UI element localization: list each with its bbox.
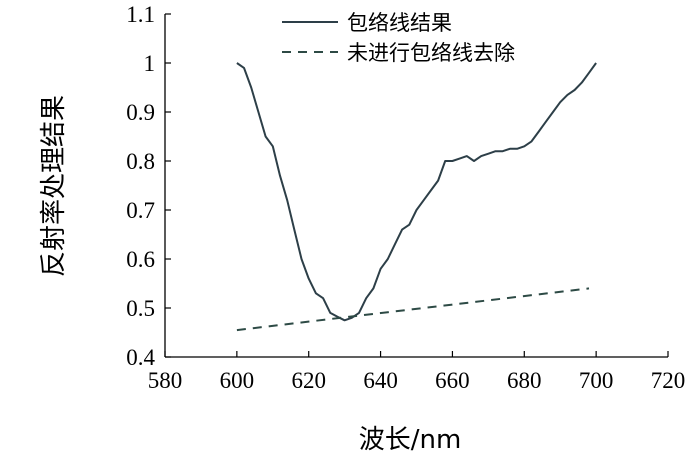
legend-label: 未进行包络线去除 <box>347 41 515 65</box>
series-line-solid <box>236 62 597 322</box>
x-tick-label: 640 <box>363 368 398 393</box>
x-tick-label: 720 <box>651 368 686 393</box>
y-tick-label: 0.4 <box>126 345 155 370</box>
y-tick-label: 0.6 <box>126 247 155 272</box>
y-tick-label: 0.9 <box>126 100 155 125</box>
x-tick-label: 620 <box>291 368 326 393</box>
y-tick-label: 1 <box>144 51 156 76</box>
series-line-dashed <box>236 287 590 332</box>
y-tick-label: 1.1 <box>126 2 155 27</box>
y-axis-label: 反射率处理结果 <box>39 95 69 277</box>
legend-label: 包络线结果 <box>347 11 452 35</box>
x-tick-label: 600 <box>220 368 255 393</box>
axes: 580 600 620 640 660 680 700 720 0.4 0.5 0.6 0.7 0.8 0… <box>126 2 685 393</box>
y-tick-label: 0.7 <box>126 198 155 223</box>
y-tick-label: 0.8 <box>126 149 155 174</box>
x-tick-label: 700 <box>579 368 614 393</box>
x-tick-label: 660 <box>435 368 470 393</box>
y-tick-label: 0.5 <box>126 296 155 321</box>
x-axis-label: 波长/nm <box>359 425 462 455</box>
x-tick-label: 580 <box>148 368 183 393</box>
x-tick-label: 680 <box>507 368 542 393</box>
series-layer <box>236 62 597 332</box>
